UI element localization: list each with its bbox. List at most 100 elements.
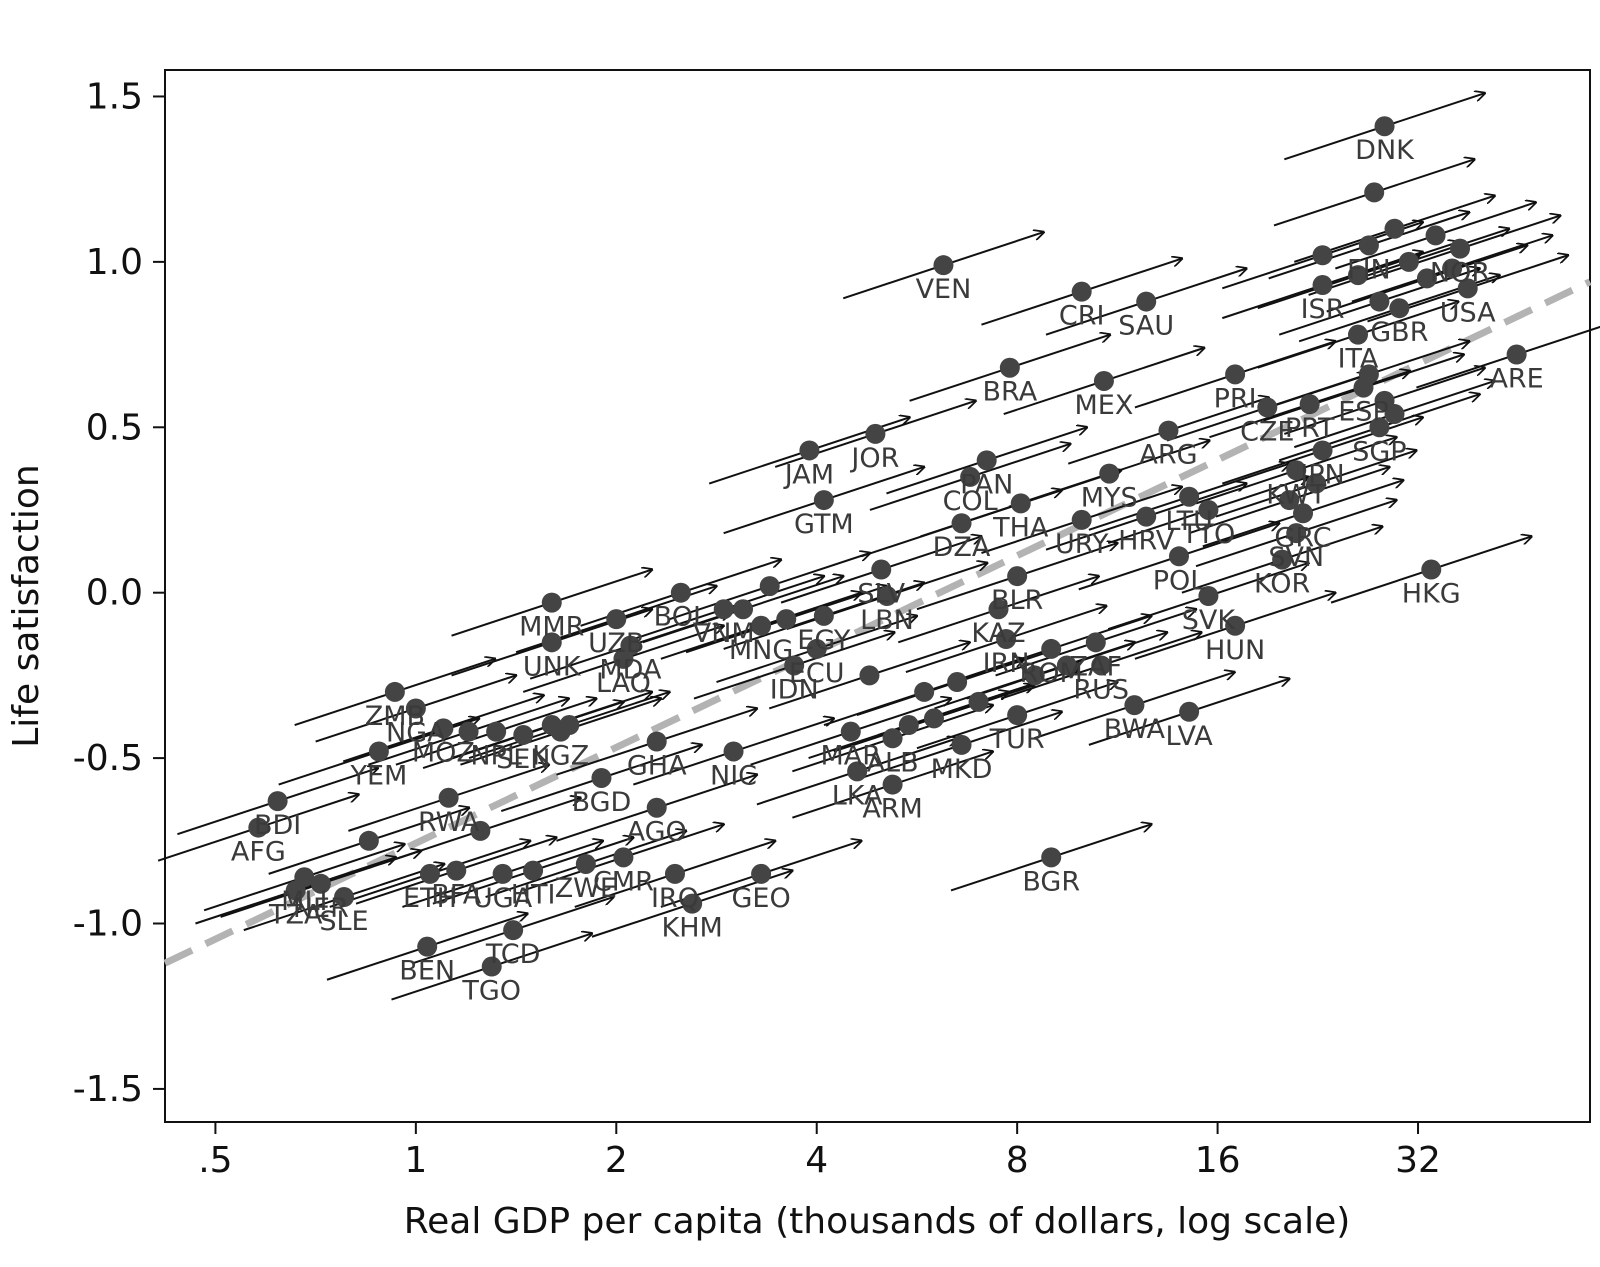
country-point <box>285 880 306 901</box>
country-point <box>1293 503 1314 524</box>
country-point <box>914 681 935 702</box>
country-point <box>999 357 1020 378</box>
country-point <box>1158 420 1179 441</box>
y-tick-label: 0.5 <box>86 407 143 448</box>
country-label: THA <box>992 512 1049 543</box>
country-point <box>713 599 734 620</box>
country-point <box>951 734 972 755</box>
country-point <box>1374 116 1395 137</box>
country-label: ITA <box>1338 344 1379 375</box>
x-tick-label: 16 <box>1195 1140 1241 1181</box>
country-label: KGZ <box>532 741 589 772</box>
country-label: SLE <box>319 906 368 937</box>
country-point <box>898 715 919 736</box>
country-label: MAR <box>821 741 882 772</box>
country-point <box>575 853 596 874</box>
country-point <box>470 820 491 841</box>
country-label: CMR <box>593 866 654 897</box>
y-axis-label: Life satisfaction <box>6 464 47 748</box>
country-label: TZA <box>268 899 323 930</box>
country-point <box>996 629 1017 650</box>
country-point <box>847 761 868 782</box>
country-label: ZMB <box>365 701 425 732</box>
country-label: KOR <box>1254 569 1310 600</box>
country-label: NOR <box>1430 258 1490 289</box>
country-point <box>1450 238 1471 259</box>
country-point <box>813 490 834 511</box>
country-point <box>784 655 805 676</box>
country-point <box>1286 523 1307 544</box>
plot-area-frame <box>164 69 1591 1123</box>
country-point <box>723 741 744 762</box>
country-point <box>1364 182 1385 203</box>
country-point <box>1442 258 1463 279</box>
country-label: YEM <box>349 760 407 791</box>
country-point <box>1099 463 1120 484</box>
country-label: POL <box>1153 565 1206 596</box>
country-point <box>1124 695 1145 716</box>
country-point <box>960 466 981 487</box>
country-label: IRQ <box>651 883 699 914</box>
country-label: VEN <box>916 274 972 305</box>
country-label: UNK <box>523 651 582 682</box>
country-point <box>1384 404 1405 425</box>
country-point <box>1071 281 1092 302</box>
country-point <box>776 609 797 630</box>
x-tick-label: 32 <box>1395 1140 1441 1181</box>
country-point <box>417 936 438 957</box>
country-label: BEN <box>399 956 455 987</box>
x-tick-label: 1 <box>404 1140 427 1181</box>
country-point <box>606 609 627 630</box>
country-label: LAO <box>596 668 651 699</box>
country-point <box>1425 225 1446 246</box>
country-point <box>813 605 834 626</box>
country-label: ROM <box>1020 658 1083 689</box>
country-label: MNG <box>729 635 793 666</box>
country-point <box>988 599 1009 620</box>
country-point <box>759 576 780 597</box>
country-point <box>446 860 467 881</box>
country-label: EGY <box>797 625 851 656</box>
country-point <box>310 873 331 894</box>
country-point <box>267 791 288 812</box>
country-label: TGO <box>461 976 521 1007</box>
country-point <box>541 632 562 653</box>
country-point <box>1416 268 1437 289</box>
country-label: SEN <box>496 744 550 775</box>
country-point <box>1312 275 1333 296</box>
country-point <box>1085 632 1106 653</box>
country-label: BDI <box>254 810 301 841</box>
country-label: LBN <box>860 605 914 636</box>
country-point <box>933 255 954 276</box>
country-point <box>1007 705 1028 726</box>
country-point <box>541 715 562 736</box>
country-point <box>1358 235 1379 256</box>
country-point <box>1358 364 1379 385</box>
country-point <box>1041 847 1062 868</box>
country-point <box>1198 499 1219 520</box>
country-point <box>646 731 667 752</box>
country-label: BGD <box>572 787 632 818</box>
country-label: HTI <box>511 880 556 911</box>
x-axis-label: Real GDP per capita (thousands of dollar… <box>404 1201 1351 1242</box>
country-point <box>947 672 968 693</box>
country-point <box>613 847 634 868</box>
country-label: MEX <box>1075 390 1134 421</box>
country-point <box>1398 251 1419 272</box>
country-label: LKA <box>832 780 883 811</box>
country-point <box>1093 370 1114 391</box>
country-label: ARG <box>1139 440 1197 471</box>
country-point <box>1041 638 1062 659</box>
country-label: BWA <box>1104 714 1166 745</box>
country-point <box>840 721 861 742</box>
x-tick-label: 8 <box>1006 1140 1029 1181</box>
country-label: MYS <box>1081 483 1138 514</box>
country-point <box>1312 245 1333 266</box>
country-point <box>458 721 479 742</box>
country-label: TCD <box>485 939 541 970</box>
country-label: MDA <box>599 655 662 686</box>
country-point <box>799 440 820 461</box>
y-tick-label: 1.5 <box>86 76 143 117</box>
country-label: LVA <box>1165 721 1213 752</box>
country-label: JAM <box>783 459 834 490</box>
